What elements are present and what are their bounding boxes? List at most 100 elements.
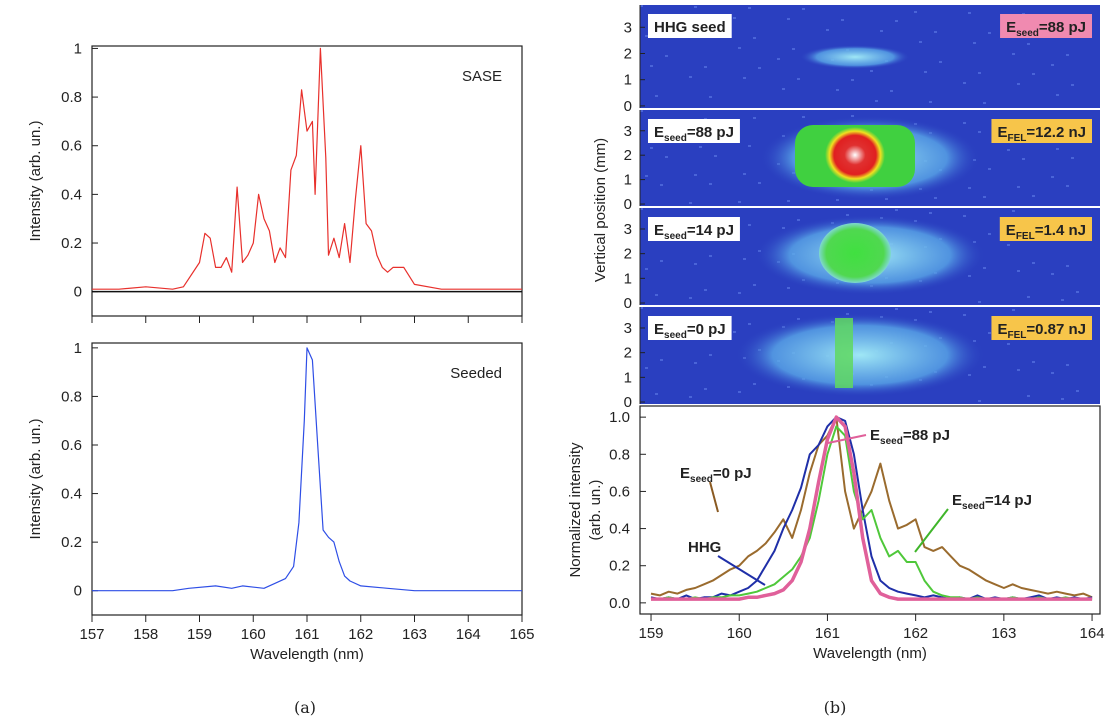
label-part: =1.4 nJ — [1035, 222, 1086, 239]
label-box — [999, 217, 1092, 241]
label: EFEL=0.87 nJ — [997, 321, 1086, 341]
noise — [1017, 270, 1020, 272]
x-tick-label: 160 — [241, 626, 266, 643]
label-part: E — [870, 427, 880, 444]
noise — [753, 383, 756, 385]
noise — [1032, 195, 1035, 197]
noise — [733, 331, 736, 333]
noise — [787, 18, 790, 20]
noise — [890, 90, 893, 92]
noise — [1051, 273, 1054, 275]
noise — [919, 41, 922, 43]
noise — [709, 255, 712, 257]
noise — [645, 268, 648, 270]
noise — [1061, 299, 1064, 301]
noise — [738, 201, 741, 203]
label-part: E — [654, 124, 664, 141]
noise — [787, 200, 790, 202]
beam-spot — [819, 223, 891, 283]
x-tick-label: 161 — [294, 626, 319, 643]
noise — [1007, 149, 1010, 151]
y-axis-label: (arb. un.) — [587, 480, 604, 541]
y-tick-label: 0 — [624, 98, 632, 115]
noise — [934, 197, 937, 199]
beam-spot — [835, 318, 853, 388]
x-tick-label: 164 — [456, 626, 481, 643]
noise — [802, 8, 805, 10]
label-part: FEL — [1016, 231, 1035, 242]
y-axis-label: Normalized intensity — [567, 442, 584, 578]
annotation-arrow — [914, 508, 949, 553]
y-tick-label: 1 — [74, 40, 82, 57]
noise — [895, 308, 898, 310]
noise — [792, 48, 795, 50]
label: Eseed=88 pJ — [654, 124, 734, 144]
y-tick-label: 0.8 — [61, 388, 82, 405]
noise — [983, 267, 986, 269]
annotation: SASE — [462, 68, 502, 85]
y-tick-label: 0.6 — [609, 483, 630, 500]
noise — [973, 42, 976, 44]
noise — [1017, 186, 1020, 188]
label-part: E — [654, 321, 664, 338]
label-box — [648, 217, 740, 241]
noise — [709, 96, 712, 98]
noise — [846, 214, 849, 216]
noise — [1066, 364, 1069, 366]
label-part: HHG seed — [654, 19, 726, 36]
x-tick-label: 162 — [348, 626, 373, 643]
label: EFEL=1.4 nJ — [1006, 222, 1086, 242]
beam-spot — [825, 127, 885, 183]
label-box — [991, 316, 1092, 340]
noise — [1051, 372, 1054, 374]
noise — [655, 95, 658, 97]
noise — [694, 263, 697, 265]
label-part: FEL — [1007, 133, 1026, 144]
noise — [640, 110, 643, 112]
noise — [704, 289, 707, 291]
y-tick-label: 0.4 — [61, 186, 82, 203]
noise — [743, 258, 746, 260]
annotation-arrow — [709, 481, 719, 513]
y-tick-label: 0.0 — [609, 595, 630, 612]
label-part: seed — [690, 474, 713, 485]
noise — [978, 131, 981, 133]
data-line — [92, 47, 522, 290]
noise — [733, 17, 736, 19]
y-tick-label: 1 — [624, 270, 632, 287]
noise — [704, 66, 707, 68]
y-tick-label: 2 — [624, 246, 632, 263]
noise — [640, 208, 643, 210]
noise — [988, 332, 991, 334]
noise — [640, 307, 643, 309]
label: Eseed=14 pJ — [952, 492, 1032, 512]
noise — [694, 6, 697, 8]
noise — [748, 224, 751, 226]
noise — [988, 233, 991, 235]
label: Eseed=0 pJ — [654, 321, 726, 341]
noise — [758, 182, 761, 184]
annotation: Seeded — [450, 365, 502, 382]
noise — [983, 196, 986, 198]
noise — [929, 311, 932, 313]
y-axis-label: Intensity (arb. un.) — [27, 121, 44, 242]
noise — [1066, 265, 1069, 267]
noise — [1051, 176, 1054, 178]
plot-frame — [91, 342, 523, 616]
label: Eseed=88 pJ — [870, 427, 950, 447]
label-part: =88 pJ — [903, 427, 950, 444]
noise — [650, 65, 653, 67]
label-part: =0.87 nJ — [1026, 321, 1086, 338]
noise — [777, 58, 780, 60]
y-tick-label: 0.8 — [609, 446, 630, 463]
label-box — [648, 14, 732, 38]
label-part: =14 pJ — [687, 222, 734, 239]
noise — [738, 47, 741, 49]
noise — [929, 101, 932, 103]
noise — [655, 294, 658, 296]
x-tick-label: 157 — [79, 626, 104, 643]
noise — [1012, 309, 1015, 311]
noise — [836, 89, 839, 91]
noise — [660, 359, 663, 361]
noise — [1056, 148, 1059, 150]
